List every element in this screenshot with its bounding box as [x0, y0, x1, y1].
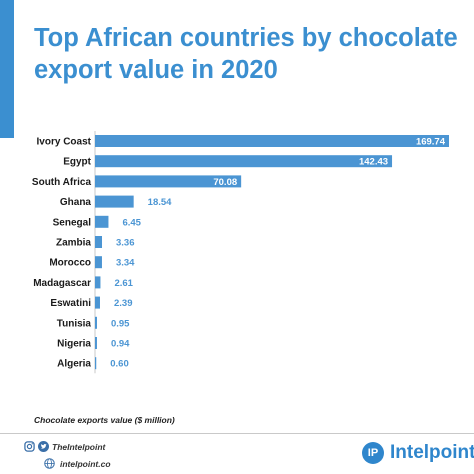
- bar: [95, 175, 242, 188]
- bar: [95, 256, 102, 269]
- bar: [95, 155, 393, 168]
- website-link[interactable]: intelpoint.co: [44, 458, 111, 469]
- bar: [95, 296, 100, 309]
- axis-note: Chocolate exports value ($ million): [34, 415, 175, 425]
- value-label: 142.43: [359, 157, 388, 168]
- value-label: 0.95: [111, 318, 130, 329]
- bar: [95, 236, 103, 248]
- bar: [95, 357, 97, 370]
- globe-icon: [44, 458, 55, 469]
- category-label: Algeria: [57, 359, 91, 370]
- value-label: 0.60: [110, 359, 129, 370]
- category-label: Nigeria: [57, 339, 91, 350]
- bar-chart: Ivory Coast 169.74 Egypt 142.43 South Africa…: [32, 131, 449, 374]
- accent-bar: [0, 0, 14, 138]
- brand-mark-icon: IP: [362, 442, 384, 464]
- social-handle-text: TheIntelpoint: [52, 441, 106, 452]
- title-line-2: export value in 2020: [34, 56, 278, 84]
- value-label: 169.74: [416, 137, 446, 148]
- social-handle[interactable]: TheIntelpoint: [24, 441, 105, 452]
- twitter-icon: [38, 441, 49, 452]
- value-label: 18.54: [148, 197, 172, 208]
- category-label: Eswatini: [50, 298, 91, 309]
- bar: [95, 215, 109, 228]
- website-text: intelpoint.co: [60, 458, 111, 469]
- value-label: 2.39: [114, 298, 132, 309]
- instagram-icon: [24, 441, 35, 452]
- value-label: 2.61: [114, 278, 133, 289]
- category-label: Senegal: [53, 217, 92, 228]
- value-label: 6.45: [122, 217, 141, 228]
- value-label: 3.34: [116, 258, 135, 269]
- brand-logo: IP Intelpoint: [362, 442, 474, 464]
- category-label: Egypt: [63, 157, 91, 168]
- chart-title: Top African countries by chocolate expor…: [34, 22, 458, 86]
- category-label: Zambia: [56, 238, 91, 249]
- bar: [95, 316, 97, 329]
- value-label: 3.36: [116, 238, 134, 249]
- value-label: 0.94: [111, 339, 130, 350]
- category-label: Madagascar: [33, 278, 91, 289]
- bar: [95, 337, 97, 349]
- value-label: 70.08: [213, 177, 237, 188]
- category-label: Ghana: [60, 197, 92, 208]
- title-line-1: Top African countries by chocolate: [34, 24, 458, 52]
- footer-divider: [0, 433, 474, 434]
- bar: [95, 135, 449, 147]
- bar: [95, 276, 101, 289]
- category-label: Ivory Coast: [37, 137, 92, 148]
- category-label: Morocco: [49, 258, 91, 269]
- bar: [95, 195, 134, 208]
- category-label: Tunisia: [57, 318, 92, 329]
- category-label: South Africa: [32, 177, 92, 188]
- brand-name: Intelpoint: [390, 442, 474, 463]
